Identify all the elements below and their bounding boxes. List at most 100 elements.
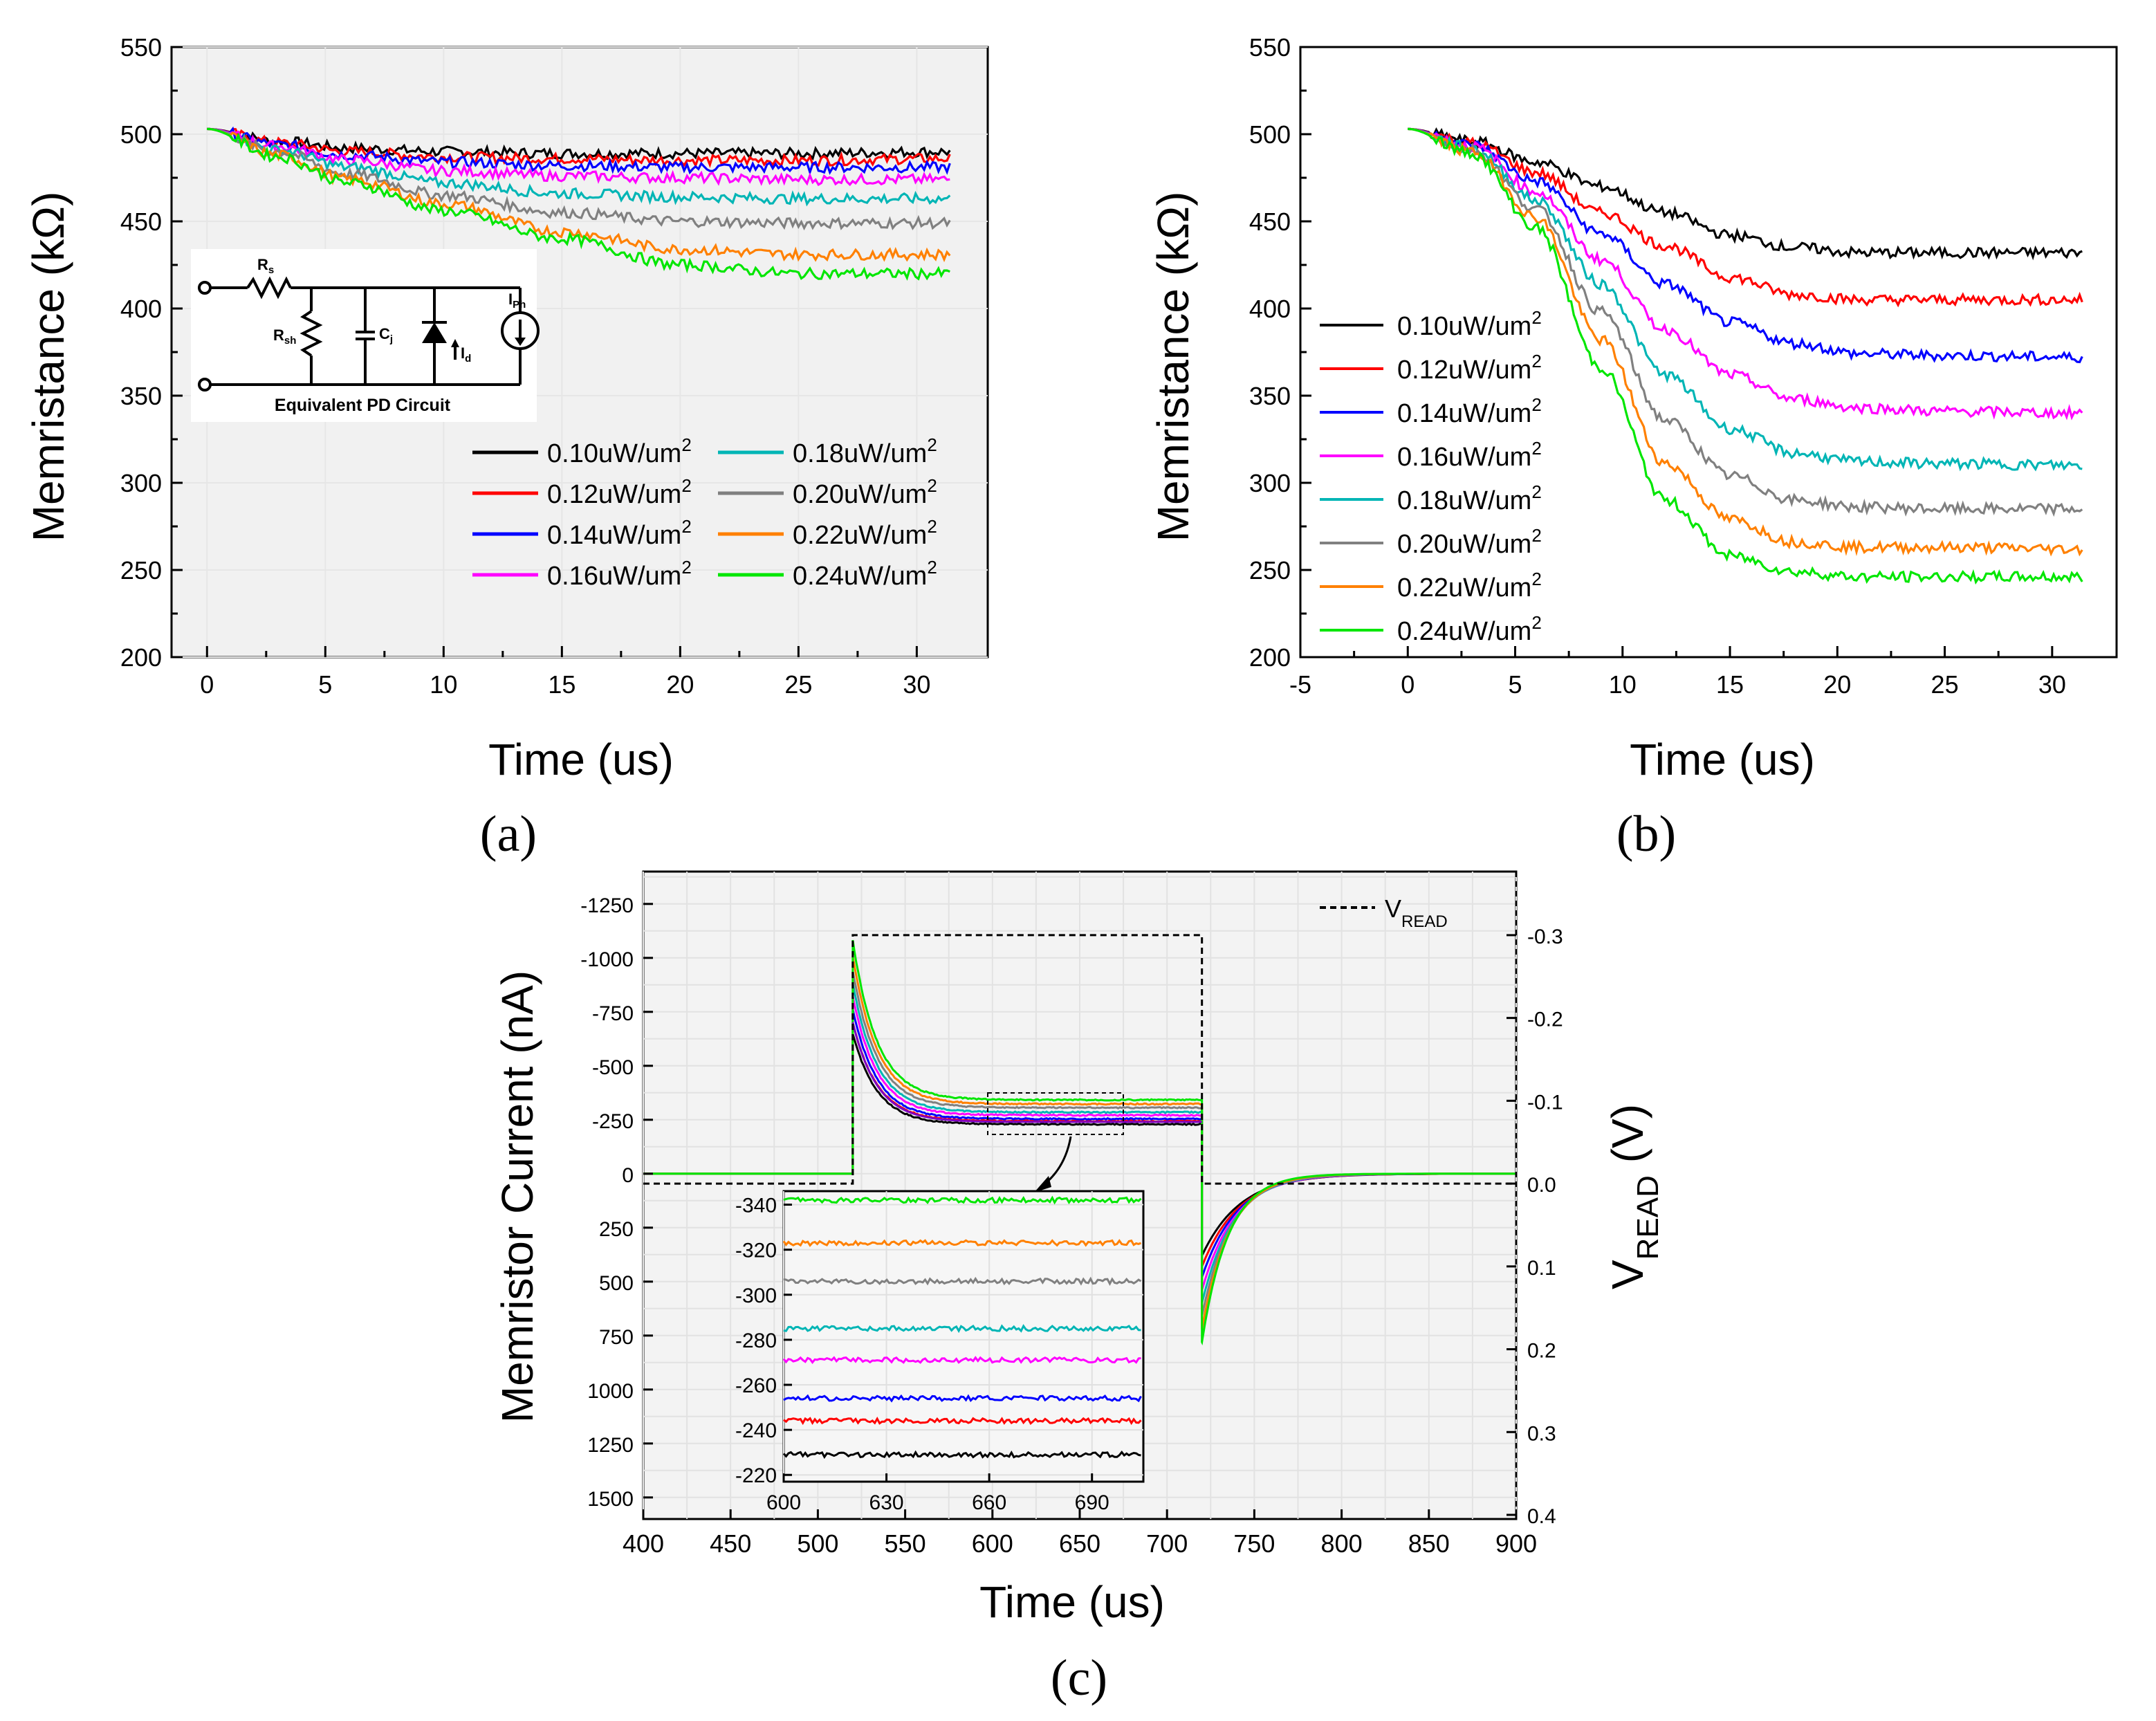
legend-label-a: 0.14uW/um2 xyxy=(547,516,692,550)
legend-vread-label: VREAD xyxy=(1385,894,1448,931)
legend-sup: 2 xyxy=(927,475,937,496)
legend-label-a: 0.10uW/um2 xyxy=(547,434,692,468)
x-tick-label: 15 xyxy=(548,670,575,699)
y2-tick-label: -0.1 xyxy=(1527,1091,1563,1114)
inset-trace-0.10 xyxy=(782,1450,1141,1460)
x-tick-label: 400 xyxy=(623,1529,664,1558)
legend-text: 0.12uW/um xyxy=(547,480,681,509)
id-arrow-head xyxy=(451,339,459,347)
y2-axis-c: -0.3 -0.2 -0.1 0.0 0.1 0.2 0.3 0.4 xyxy=(1507,926,1563,1528)
legend-sup: 2 xyxy=(927,516,937,537)
inset-y-tick-label: -260 xyxy=(735,1374,777,1397)
legend-text: 0.18uW/um xyxy=(1397,486,1531,515)
y-tick-label: 250 xyxy=(1249,556,1291,585)
y-tick-label: 350 xyxy=(120,382,162,410)
legend-label-a: 0.22uW/um2 xyxy=(793,516,937,550)
inset-trace-0.22 xyxy=(782,1239,1142,1247)
y2-tick-label: 0.0 xyxy=(1527,1174,1556,1197)
y2-tick-label: -0.3 xyxy=(1527,926,1563,948)
legend-sup: 2 xyxy=(681,557,691,578)
legend-text: 0.10uW/um xyxy=(1397,312,1531,341)
legend-label-a: 0.12uW/um2 xyxy=(547,475,692,509)
legend-text: 0.14uW/um xyxy=(1397,399,1531,428)
legend-label-b: 0.14uW/um2 xyxy=(1397,394,1542,428)
series-line-0.20 xyxy=(1408,127,2083,517)
y-axis-title-b: Memristance (kΩ) xyxy=(1148,192,1198,542)
y2-tick-label: 0.3 xyxy=(1527,1422,1556,1445)
y-tick-label: -1000 xyxy=(580,948,634,971)
x-tick-label: 700 xyxy=(1146,1529,1188,1558)
x-axis-title-c: Time (us) xyxy=(979,1577,1165,1627)
series-line-0.18 xyxy=(1408,127,2083,472)
inset-zoom-plot: 600 630 660 690-220-240-260-280-300-320-340 xyxy=(735,1190,1145,1514)
legend-text: 0.18uW/um xyxy=(793,439,927,468)
y-tick-label: 500 xyxy=(1249,120,1291,149)
inset-y-tick-label: -280 xyxy=(735,1329,777,1352)
x-tick-label: 5 xyxy=(318,670,332,699)
legend-sup: 2 xyxy=(1531,481,1541,502)
inset-trace-0.16 xyxy=(782,1356,1141,1364)
series-line-0.14 xyxy=(207,126,951,176)
zoom-box xyxy=(987,1092,1124,1135)
label-cj: Cj xyxy=(379,325,393,345)
x-tick-label: 20 xyxy=(666,670,694,699)
x-tick-label: 800 xyxy=(1321,1529,1363,1558)
resistor-rsh xyxy=(300,310,323,357)
x-axis-a: 0 5 10 15 20 25 30 xyxy=(200,646,930,699)
legend-label-b: 0.16uW/um2 xyxy=(1397,438,1542,472)
label-rs: Rs xyxy=(257,256,274,276)
circuit-inset-box xyxy=(191,249,537,422)
y-tick-label: 550 xyxy=(1249,33,1291,62)
x-tick-label: 5 xyxy=(1509,670,1522,699)
y2-tick-label: 0.4 xyxy=(1527,1505,1556,1528)
series-group-c xyxy=(643,939,1516,1346)
y-axis-a: 200 250 300 350 400 450 500 550 xyxy=(120,33,183,672)
x-tick-label: 10 xyxy=(430,670,457,699)
y-tick-label: 400 xyxy=(1249,295,1291,323)
x-tick-label: 900 xyxy=(1495,1529,1537,1558)
inset-x-tick-label: 660 xyxy=(972,1491,1006,1514)
iph-arrow-head xyxy=(515,338,526,346)
legend-sup: 2 xyxy=(681,434,691,455)
resistor-rs xyxy=(246,276,292,300)
series-line-0.18 xyxy=(207,127,951,207)
legend-text: 0.16uW/um xyxy=(547,562,681,591)
legend-text: 0.10uW/um xyxy=(547,439,681,468)
circuit-title: Equivalent PD Circuit xyxy=(275,396,451,415)
x-axis-title-b: Time (us) xyxy=(1630,735,1815,784)
vread-line xyxy=(643,872,1518,1519)
legend-sup: 2 xyxy=(927,557,937,578)
legend-label-b: 0.22uW/um2 xyxy=(1397,569,1542,602)
series-line-0.16 xyxy=(1408,127,2083,421)
chart-panel-b: -5 0 5 10 15 20 25 30 200250300350400450500550 … xyxy=(1148,33,2118,863)
legend-text: 0.22uW/um xyxy=(1397,573,1531,602)
x-tick-label: 600 xyxy=(972,1529,1013,1558)
y-tick-label: 350 xyxy=(1249,382,1291,410)
series-line-0.12 xyxy=(1408,127,2083,308)
legend-label-b: 0.20uW/um2 xyxy=(1397,525,1542,559)
y-tick-label: 200 xyxy=(120,643,162,672)
label-id: Id xyxy=(461,344,471,365)
legend-text: 0.24uW/um xyxy=(1397,617,1531,646)
x-tick-label: 25 xyxy=(1931,670,1959,699)
inset-trace-0.18 xyxy=(783,1324,1141,1334)
series-line-0.24 xyxy=(1408,127,2083,585)
legend-label-b: 0.10uW/um2 xyxy=(1397,307,1542,341)
series-group-b xyxy=(1408,127,2083,585)
y-tick-label: 1250 xyxy=(587,1434,634,1457)
series-line-0.22 xyxy=(1408,127,2083,557)
equivalent-circuit-inset: Rs Rsh Cj Id IPh Equivalent PD Circuit xyxy=(191,249,540,422)
series-group-a xyxy=(207,126,951,281)
current-trace-extra xyxy=(851,1021,1202,1123)
inset-y-tick-label: -320 xyxy=(735,1240,777,1262)
y-tick-label: 300 xyxy=(120,469,162,497)
x-tick-label: 0 xyxy=(200,670,214,699)
legend-sup: 2 xyxy=(1531,612,1541,633)
series-line-0.16 xyxy=(207,127,950,187)
inset-trace-0.14 xyxy=(783,1394,1142,1403)
inset-y-tick-label: -300 xyxy=(735,1285,777,1307)
x-tick-label: 15 xyxy=(1716,670,1744,699)
y-axis-c: -1250 -1000 -750 -500 -250 0 250 500 750 1000 1250… xyxy=(580,894,653,1511)
x-tick-label: 450 xyxy=(710,1529,751,1558)
